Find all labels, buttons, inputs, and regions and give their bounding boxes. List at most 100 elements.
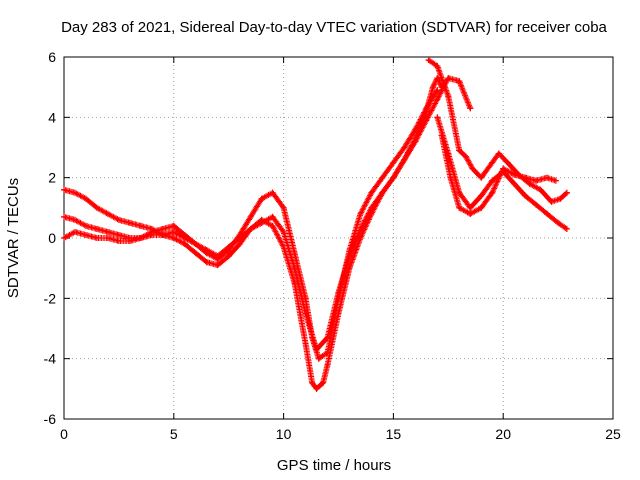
data-point — [61, 235, 67, 241]
data-point — [126, 238, 133, 245]
data-point — [93, 204, 100, 211]
data-point — [434, 75, 441, 82]
data-point — [203, 259, 210, 266]
data-point — [379, 189, 386, 196]
y-tick-label: 6 — [48, 49, 56, 65]
data-point — [280, 204, 287, 211]
data-point — [357, 225, 364, 232]
y-tick-label: 4 — [48, 109, 56, 125]
data-point — [181, 241, 188, 248]
data-point — [401, 144, 408, 151]
data-point — [291, 265, 298, 272]
data-point — [71, 189, 78, 196]
data-point — [302, 310, 309, 317]
data-point — [247, 225, 254, 232]
data-point — [357, 210, 364, 217]
y-tick-label: -2 — [44, 290, 57, 306]
data-point — [302, 340, 309, 347]
data-point — [159, 231, 166, 238]
data-point — [390, 174, 397, 181]
data-point — [467, 204, 474, 211]
data-point — [434, 63, 441, 70]
data-point — [269, 222, 276, 229]
data-point — [82, 231, 89, 238]
data-point — [390, 159, 397, 166]
data-point — [269, 213, 276, 220]
data-point — [522, 174, 529, 181]
data-point — [456, 147, 463, 154]
data-point — [280, 228, 287, 235]
data-point — [236, 241, 243, 248]
data-point — [423, 117, 430, 124]
data-point — [511, 180, 518, 187]
data-point — [148, 228, 155, 235]
data-point — [137, 235, 144, 241]
data-point — [434, 87, 441, 94]
data-point — [522, 192, 529, 199]
data-point — [533, 201, 540, 208]
data-point — [258, 195, 265, 202]
data-point — [489, 159, 496, 166]
data-point — [467, 105, 474, 112]
data-point — [401, 156, 408, 163]
data-point — [445, 75, 452, 82]
x-tick-label: 20 — [495, 426, 511, 442]
data-point — [489, 177, 496, 184]
data-point — [368, 204, 375, 211]
data-point — [214, 262, 221, 269]
data-point — [115, 238, 122, 245]
series-6 — [438, 132, 559, 217]
data-point — [555, 219, 562, 226]
data-point — [320, 379, 327, 386]
series-2 — [61, 87, 441, 362]
data-point — [478, 204, 485, 211]
x-tick-label: 10 — [276, 426, 292, 442]
data-point — [82, 195, 89, 202]
data-point — [544, 210, 551, 217]
data-point — [104, 228, 111, 235]
data-point — [548, 198, 555, 205]
data-point — [225, 253, 232, 260]
data-point — [533, 177, 540, 184]
data-point — [456, 78, 463, 85]
data-point — [192, 250, 199, 257]
data-point — [335, 289, 342, 296]
data-point — [137, 222, 144, 229]
data-point — [214, 253, 221, 260]
data-point — [61, 213, 67, 220]
data-point — [425, 57, 432, 64]
data-point — [203, 247, 210, 254]
data-point — [537, 186, 544, 193]
data-point — [563, 189, 570, 196]
data-point — [324, 361, 331, 368]
data-point — [309, 379, 316, 386]
data-point — [423, 105, 430, 112]
data-point — [269, 189, 276, 196]
data-point — [504, 159, 511, 166]
data-point — [462, 153, 469, 160]
data-point — [467, 210, 474, 217]
data-point — [93, 235, 100, 241]
series-markers — [61, 75, 474, 353]
data-point — [71, 216, 78, 223]
y-tick-label: 0 — [48, 230, 56, 246]
chart-title: Day 283 of 2021, Sidereal Day-to-day VTE… — [61, 19, 607, 36]
series-markers — [61, 87, 441, 362]
data-point — [324, 334, 331, 341]
data-point — [447, 174, 454, 181]
y-tick-label: 2 — [48, 170, 56, 186]
y-axis-label: SDTVAR / TECUs — [5, 178, 22, 298]
data-point — [313, 385, 320, 392]
axis-ticks: 0 5 10 15 20 25 -6 -4 -2 0 2 4 6 — [44, 49, 621, 442]
data-point — [412, 138, 419, 145]
data-point — [469, 165, 476, 172]
data-point — [478, 174, 485, 181]
data-point — [434, 96, 441, 103]
data-point — [557, 195, 564, 202]
y-tick-label: -6 — [44, 411, 57, 427]
data-point — [126, 219, 133, 226]
data-point — [104, 210, 111, 217]
data-point — [489, 189, 496, 196]
data-point — [313, 346, 320, 353]
